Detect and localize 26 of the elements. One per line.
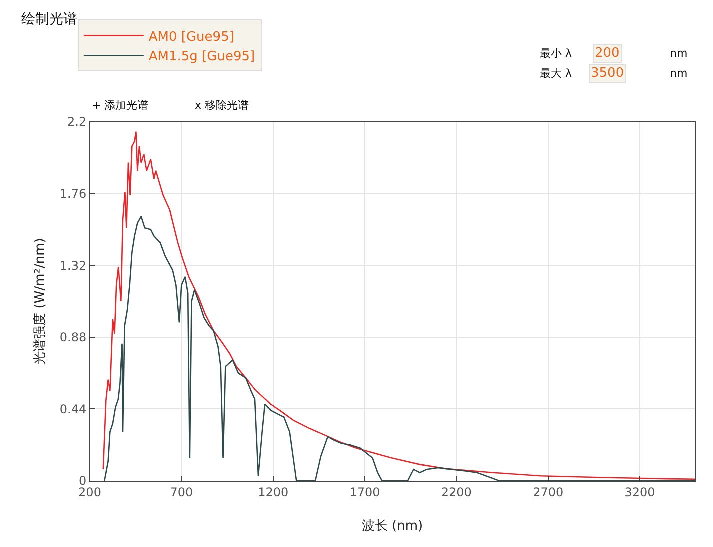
text: nm	[670, 47, 688, 60]
legend-label: AM1.5g [Gue95]	[148, 50, 256, 65]
line-series	[102, 131, 695, 480]
y-tick-label: 0.44	[60, 402, 87, 416]
text: 最大 λ	[540, 67, 572, 80]
text: 200	[595, 46, 620, 61]
y-tick-label: 0.88	[60, 330, 87, 345]
y-axis-title: 光谱强度 (W/m²/nm)	[32, 238, 48, 365]
text: 最小 λ	[540, 47, 572, 60]
x-tick-label: 1700	[350, 485, 380, 500]
text: 3500	[591, 66, 624, 81]
x-tick-label: 2200	[441, 485, 472, 500]
y-tick-label: 1.32	[60, 258, 87, 273]
x-axis-title: 波长 (nm)	[362, 519, 424, 534]
y-tick-label: 1.76	[60, 187, 87, 201]
line-series	[104, 216, 695, 481]
x-tick-label: 2700	[533, 485, 564, 500]
x-tick-label: 700	[170, 485, 194, 500]
legend-label: AM0 [Gue95]	[148, 30, 234, 45]
y-tick-label: 2.2	[68, 115, 87, 130]
text: x 移除光谱	[195, 99, 250, 112]
chart-title: 绘制光谱	[21, 11, 78, 28]
text: nm	[670, 67, 688, 80]
text: + 添加光谱	[92, 99, 149, 112]
x-tick-label: 1200	[258, 485, 289, 500]
x-tick-label: 3200	[624, 485, 656, 500]
